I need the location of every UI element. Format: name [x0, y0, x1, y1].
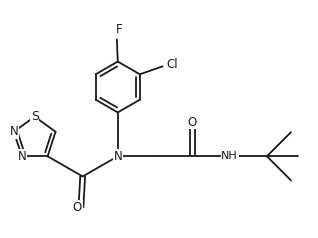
Text: N: N — [10, 125, 18, 138]
Text: S: S — [31, 110, 39, 123]
Text: NH: NH — [221, 151, 238, 161]
Text: F: F — [116, 24, 122, 36]
Text: N: N — [114, 150, 122, 163]
Text: Cl: Cl — [166, 58, 178, 71]
Text: O: O — [188, 116, 197, 129]
Text: O: O — [73, 201, 82, 214]
Text: N: N — [17, 150, 26, 163]
